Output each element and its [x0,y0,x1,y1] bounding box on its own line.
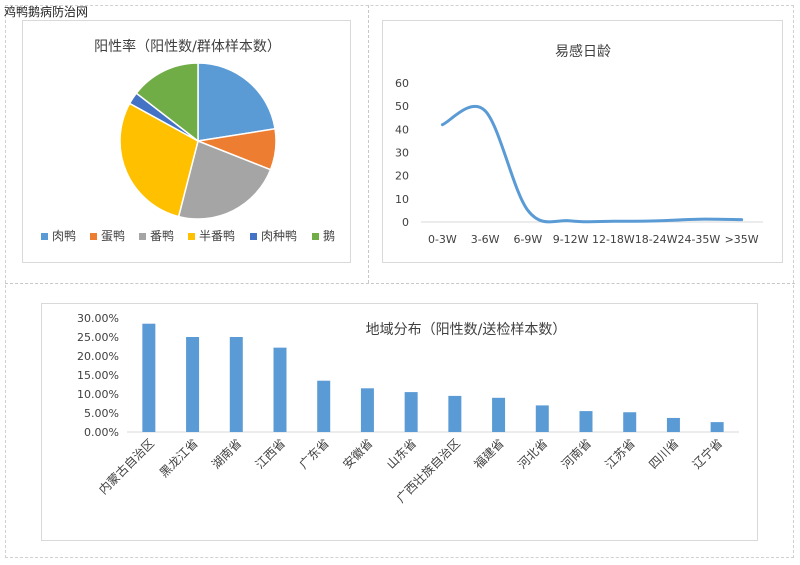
x-tick-label: 广东省 [296,436,331,471]
bar [404,392,418,432]
bar [142,323,156,432]
legend-swatch [139,233,146,240]
y-tick-label: 10.00% [77,388,119,401]
legend-swatch [41,233,48,240]
y-tick-label: 25.00% [77,331,119,344]
pie-chart-panel: 阳性率（阳性数/群体样本数） 肉鸭 蛋鸭 番鸭 半番鸭 肉种鸭 鹅 [22,20,351,263]
bar [273,347,287,432]
line-chart-title: 易感日龄 [555,43,611,60]
x-tick-label: 18-24W [635,233,678,246]
line-chart-panel: 易感日龄 0 10 20 30 40 50 60 0-3W 3-6W 6-9W 9-12W 12-18W… [382,20,783,263]
bar [360,388,374,432]
bar [666,417,680,432]
x-tick-label: 江西省 [253,436,288,471]
legend-swatch [312,233,319,240]
legend-label: 蛋鸭 [101,229,125,243]
y-tick-label: 50 [395,100,409,113]
bar [448,395,462,432]
pie-chart-title: 阳性率（阳性数/群体样本数） [94,38,281,55]
x-tick-label: 湖南省 [208,436,244,472]
y-tick-label: 30.00% [77,312,119,325]
legend-swatch [90,233,97,240]
y-tick-label: 0.00% [84,426,119,439]
x-tick-label: 山东省 [384,436,419,471]
horizontal-divider [5,283,795,284]
legend-label: 鹅 [323,229,335,243]
y-tick-label: 60 [395,77,409,90]
bar-chart-title: 地域分布（阳性数/送检样本数） [366,322,567,338]
line-chart: 易感日龄 0 10 20 30 40 50 60 0-3W 3-6W 6-9W 9-12W 12-18W… [395,43,763,246]
x-tick-label: 福建省 [471,436,507,472]
x-tick-label: 0-3W [428,233,457,246]
y-tick-label: 30 [395,147,409,160]
bar [229,337,243,432]
y-tick-label: 20 [395,170,409,183]
x-tick-label: 6-9W [513,233,542,246]
legend-label: 肉鸭 [52,229,76,243]
legend-label: 肉种鸭 [261,229,297,243]
x-tick-label: 24-35W [677,233,720,246]
legend-swatch [250,233,257,240]
x-tick-label: 河南省 [558,436,594,472]
vertical-divider [368,5,369,283]
bar-chart-panel: 地域分布（阳性数/送检样本数） 0.00% 5.00% 10.00% 15.00% 20.… [41,303,758,541]
x-tick-label: 12-18W [592,233,635,246]
legend-swatch [188,233,195,240]
bar [492,397,506,432]
x-tick-label: 黑龙江省 [157,436,201,480]
bar [710,422,724,432]
bar [579,411,593,432]
pie-chart: 阳性率（阳性数/群体样本数） 肉鸭 蛋鸭 番鸭 半番鸭 肉种鸭 鹅 [41,38,335,243]
bar [535,405,549,432]
pie-slice [177,139,272,220]
x-tick-label: 安徽省 [339,436,375,472]
bar [623,412,637,432]
legend-label: 半番鸭 [199,229,235,243]
pie-slice [197,62,276,142]
pie-slice [119,102,199,218]
x-tick-label: 辽宁省 [689,436,725,472]
y-tick-label: 20.00% [77,350,119,363]
x-tick-label: 内蒙古自治区 [95,436,157,498]
x-tick-label: 3-6W [471,233,500,246]
y-tick-label: 15.00% [77,369,119,382]
legend-label: 番鸭 [150,229,174,243]
y-tick-label: 5.00% [84,407,119,420]
outer-dashed-frame [5,5,794,558]
bar [186,337,200,432]
bar [317,380,331,432]
y-tick-label: 0 [402,216,409,229]
bar-chart: 地域分布（阳性数/送检样本数） 0.00% 5.00% 10.00% 15.00% 20.… [77,312,739,506]
pie-slice [135,62,199,143]
y-tick-label: 10 [395,193,409,206]
x-tick-label: 河北省 [515,436,550,471]
line-series [440,104,744,224]
x-tick-label: >35W [725,233,759,246]
watermark-text: 鸡鸭鹅病防治网 [4,5,89,19]
y-tick-label: 40 [395,123,409,136]
x-tick-label: 四川省 [646,436,681,471]
x-tick-label: 江苏省 [602,436,637,471]
x-tick-label: 9-12W [553,233,589,246]
